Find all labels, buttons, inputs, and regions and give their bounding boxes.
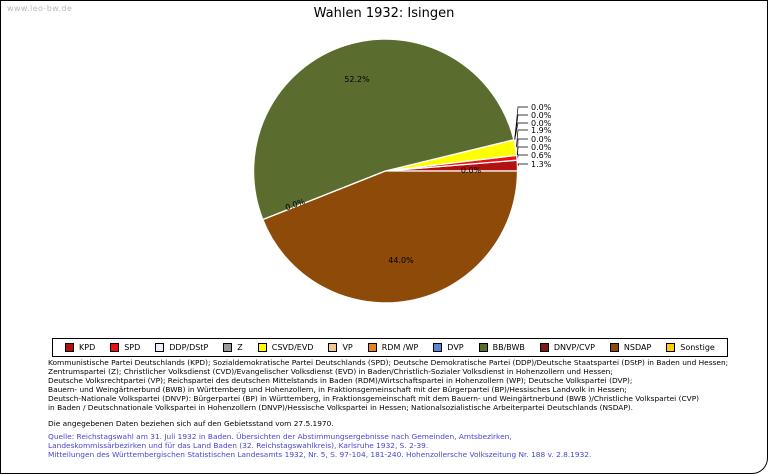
legend-item-sonstige: Sonstige [666,343,715,352]
callout-percentage-label: 0.0% [531,135,552,144]
legend-item-vp: VP [328,343,353,352]
party-description-line: Zentrumspartei (Z); Christlicher Volksdi… [48,367,613,376]
callout-leader-line [517,163,528,166]
legend-item-nsdap: NSDAP [609,343,652,352]
callout-leader-line [516,129,528,148]
callout-percentage-label: 1.3% [531,160,552,169]
legend-item-ddp-dstp: DDP/DStP [155,343,208,352]
legend-swatch-spd [110,343,120,352]
party-description-line: in Baden / Deutschnationale Volkspartei … [48,403,634,412]
gebietsstand-note: Die angegebenen Daten beziehen sich auf … [48,419,334,428]
callout-percentage-label: 1.9% [531,126,552,135]
legend-label-sonstige: Sonstige [680,343,715,352]
party-description-line: Kommunistische Partei Deutschlands (KPD)… [48,358,729,367]
legend-swatch-kpd [65,343,74,352]
legend-swatch-dvp [433,343,443,352]
source-line: Quelle: Reichstagswahl am 31. Juli 1932 … [48,432,512,441]
slice-percentage-label: 44.0% [388,256,414,265]
legend-item-dnvp-cvp: DNVP/CVP [539,343,595,352]
source-block: Quelle: Reichstagswahl am 31. Juli 1932 … [48,432,591,459]
legend-label-ddp-dstp: DDP/DStP [169,343,209,352]
watermark-url: www.leo-bw.de [7,4,73,13]
legend: KPD SPD DDP/DStP Z CSVD/EVD VP RDM /WP DVP BB/BW… [52,338,728,357]
slice-percentage-label: 52.2% [344,75,370,84]
legend-label-kpd: KPD [79,343,96,352]
legend-swatch-z [223,343,233,352]
legend-swatch-dnvp-cvp [539,343,549,352]
callout-leader-line [514,106,528,140]
callout-percentage-label: 0.0% [531,111,552,120]
callout-percentage-label: 0.0% [531,143,552,152]
legend-item-z: Z [223,343,243,352]
slice-percentage-label: 0.0% [461,166,482,175]
legend-label-csvd-evd: CSVD/EVD [271,343,314,352]
legend-item-dvp: DVP [433,343,464,352]
legend-label-dvp: DVP [447,343,464,352]
callout-leader-line [517,154,528,158]
legend-label-rdm-wp: RDM /WP [381,343,419,352]
legend-swatch-bb-bwb [478,343,488,352]
source-line: Landeskommissärbezirken und für das Land… [48,441,429,450]
legend-label-nsdap: NSDAP [623,343,652,352]
legend-swatch-rdm-wp [367,343,377,352]
legend-swatch-nsdap [609,343,619,352]
legend-swatch-csvd-evd [257,343,267,352]
legend-label-vp: VP [342,343,353,352]
legend-swatch-vp [328,343,338,352]
legend-item-rdm-wp: RDM /WP [367,343,419,352]
callout-percentage-label: 0.0% [531,119,552,128]
legend-label-spd: SPD [124,343,141,352]
legend-label-dnvp-cvp: DNVP/CVP [553,343,595,352]
callout-leader-line [517,146,528,156]
party-description-line: Deutsch-Nationale Volkspartei (DNVP): Bü… [48,394,700,403]
legend-item-csvd-evd: CSVD/EVD [257,343,314,352]
pie-slice-bb-bwb [252,38,515,221]
party-descriptions: Kommunistische Partei Deutschlands (KPD)… [48,358,728,412]
callout-percentage-label: 0.0% [531,103,552,112]
source-line: Mitteilungen des Württembergischen Stati… [48,450,592,459]
legend-label-bb-bwb: BB/BWB [492,343,525,352]
party-description-line: Bauern- und Weingärtnerbund (BWB) in Wür… [48,385,627,394]
legend-label-z: Z [237,343,243,352]
callout-percentage-label: 0.6% [531,151,552,160]
callout-leader-line [514,114,528,140]
callout-leader-line [514,122,528,140]
pie-slice-nsdap [262,170,519,304]
legend-item-bb-bwb: BB/BWB [478,343,525,352]
party-description-line: Deutsche Volksrechtpartei (VP); Reichspa… [48,376,633,385]
legend-item-spd: SPD [110,343,140,352]
legend-swatch-ddp-dstp [155,343,165,352]
chart-title: Wahlen 1932: Isingen [313,6,455,21]
legend-swatch-sonstige [666,343,676,352]
legend-item-kpd: KPD [65,343,95,352]
